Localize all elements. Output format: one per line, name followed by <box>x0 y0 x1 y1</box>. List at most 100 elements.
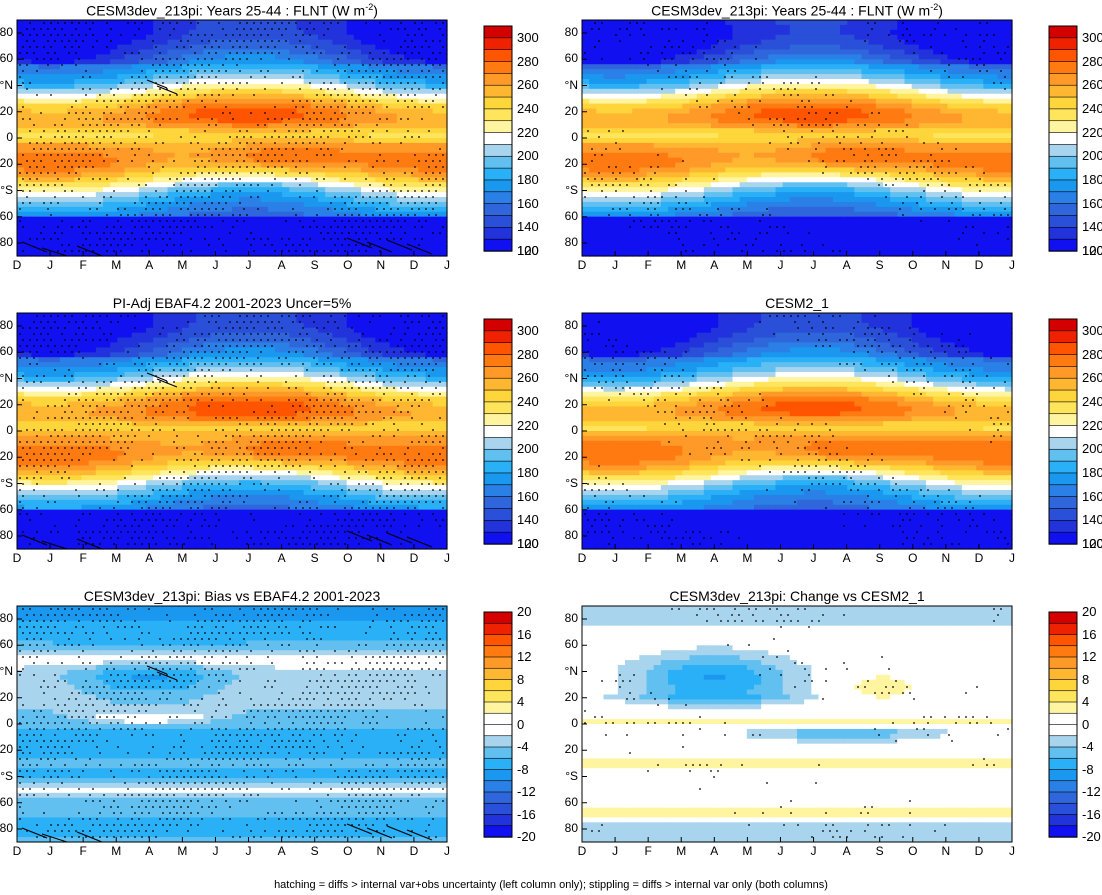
heatmap-cell <box>160 177 169 183</box>
heatmap-cell <box>382 251 391 257</box>
heatmap-cell <box>289 123 298 129</box>
heatmap-cell <box>890 64 898 70</box>
heatmap-cell <box>868 74 877 80</box>
stipple-dot <box>344 250 346 252</box>
heatmap-cell <box>432 182 441 188</box>
stipple-dot <box>64 190 66 192</box>
stipple-dot <box>92 142 94 144</box>
heatmap-cell <box>289 236 298 242</box>
stipple-dot <box>355 220 357 222</box>
heatmap-cell <box>668 49 676 56</box>
heatmap-cell <box>382 152 391 159</box>
heatmap-cell <box>361 83 369 90</box>
heatmap-cell <box>232 231 240 237</box>
heatmap-cell <box>303 74 312 80</box>
heatmap-cell <box>181 59 190 65</box>
heatmap-cell <box>246 221 255 228</box>
heatmap-cell <box>361 93 369 100</box>
stipple-dot <box>162 70 164 72</box>
heatmap-cell <box>911 74 920 80</box>
heatmap-cell <box>124 69 133 75</box>
stipple-dot <box>204 106 206 108</box>
stipple-dot <box>246 154 248 156</box>
heatmap-cell <box>189 216 197 223</box>
heatmap-cell <box>682 64 691 70</box>
heatmap-cell <box>361 147 369 154</box>
stipple-dot <box>404 40 406 42</box>
heatmap-cell <box>38 167 47 174</box>
heatmap-cell <box>411 74 419 80</box>
heatmap-cell <box>60 241 68 247</box>
stipple-dot <box>78 142 80 144</box>
heatmap-cell <box>103 133 111 139</box>
heatmap-cell <box>411 226 419 233</box>
heatmap-cell <box>368 236 376 242</box>
stipple-dot <box>414 46 416 48</box>
heatmap-cell <box>617 79 626 85</box>
stipple-dot <box>400 238 402 240</box>
heatmap-cell <box>368 206 376 213</box>
heatmap-cell <box>203 103 212 110</box>
heatmap-cell <box>353 79 362 85</box>
heatmap-cell <box>861 64 870 70</box>
heatmap-cell <box>174 93 183 100</box>
heatmap-cell <box>818 59 827 65</box>
heatmap-cell <box>217 167 226 174</box>
heatmap-cell <box>60 54 68 60</box>
heatmap-cell <box>260 138 269 144</box>
heatmap-cell <box>353 108 362 115</box>
heatmap-cell <box>110 20 118 26</box>
heatmap-cell <box>439 236 448 242</box>
heatmap-cell <box>74 24 83 31</box>
stipple-dot <box>96 100 98 102</box>
heatmap-cell <box>124 93 133 100</box>
stipple-dot <box>278 40 280 42</box>
heatmap-cell <box>52 246 61 252</box>
heatmap-cell <box>224 167 233 174</box>
stipple-dot <box>120 142 122 144</box>
heatmap-cell <box>289 79 298 85</box>
heatmap-cell <box>883 49 891 56</box>
heatmap-cell <box>103 172 111 178</box>
heatmap-cell <box>45 167 54 174</box>
heatmap-cell <box>17 93 25 100</box>
stipple-dot <box>194 160 196 162</box>
stipple-dot <box>201 100 203 102</box>
heatmap-cell <box>425 49 434 56</box>
stipple-dot <box>316 178 318 180</box>
heatmap-cell <box>232 197 240 203</box>
stipple-dot <box>288 130 290 132</box>
heatmap-cell <box>95 74 104 80</box>
heatmap-cell <box>110 83 118 90</box>
stipple-dot <box>295 142 297 144</box>
heatmap-cell <box>52 113 61 119</box>
heatmap-cell <box>325 44 333 51</box>
heatmap-cell <box>603 29 612 36</box>
heatmap-cell <box>318 93 326 100</box>
heatmap-cell <box>332 39 341 46</box>
heatmap-cell <box>639 34 648 41</box>
stipple-dot <box>404 232 406 234</box>
heatmap-cell <box>67 20 75 26</box>
stipple-dot <box>232 190 234 192</box>
heatmap-cell <box>31 49 40 56</box>
heatmap-cell <box>797 20 805 26</box>
heatmap-cell <box>325 211 333 218</box>
stipple-dot <box>250 196 252 198</box>
stipple-dot <box>390 64 392 66</box>
stipple-dot <box>159 64 161 66</box>
heatmap-cell <box>253 118 262 124</box>
heatmap-cell <box>897 74 906 80</box>
stipple-dot <box>173 100 175 102</box>
stipple-dot <box>383 76 385 78</box>
heatmap-cell <box>217 138 226 144</box>
stipple-dot <box>323 178 325 180</box>
heatmap-cell <box>153 44 161 51</box>
heatmap-cell <box>203 20 212 26</box>
heatmap-cell <box>339 54 348 60</box>
heatmap-cell <box>890 74 898 80</box>
heatmap-cell <box>389 187 398 193</box>
heatmap-cell <box>897 64 906 70</box>
heatmap-cell <box>361 241 369 247</box>
heatmap-cell <box>310 211 319 218</box>
